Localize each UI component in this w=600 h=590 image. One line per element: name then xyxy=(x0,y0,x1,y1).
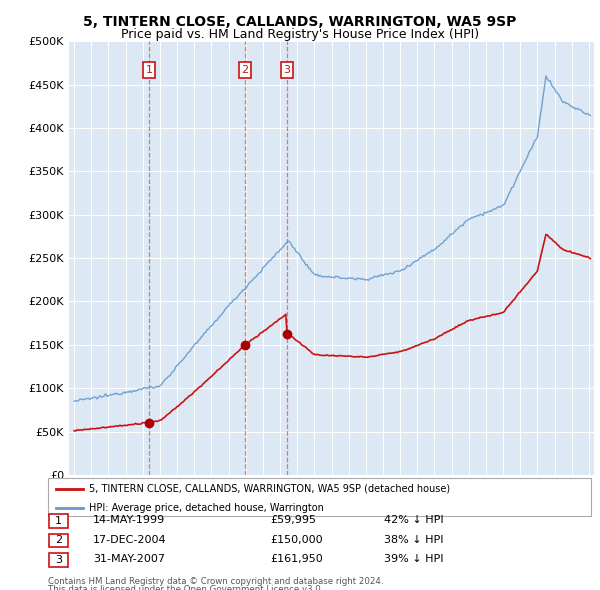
Text: £150,000: £150,000 xyxy=(270,535,323,545)
FancyBboxPatch shape xyxy=(49,514,68,528)
Text: 3: 3 xyxy=(284,65,290,75)
Text: 1: 1 xyxy=(146,65,152,75)
Text: 2: 2 xyxy=(241,65,248,75)
Text: 31-MAY-2007: 31-MAY-2007 xyxy=(93,555,165,564)
Text: £59,995: £59,995 xyxy=(270,516,316,525)
Text: This data is licensed under the Open Government Licence v3.0.: This data is licensed under the Open Gov… xyxy=(48,585,323,590)
Text: 38% ↓ HPI: 38% ↓ HPI xyxy=(384,535,443,545)
Text: £161,950: £161,950 xyxy=(270,555,323,564)
Text: 3: 3 xyxy=(55,555,62,565)
FancyBboxPatch shape xyxy=(49,533,68,548)
Text: 2: 2 xyxy=(55,536,62,545)
Text: 14-MAY-1999: 14-MAY-1999 xyxy=(93,516,165,525)
Text: 42% ↓ HPI: 42% ↓ HPI xyxy=(384,516,443,525)
Text: HPI: Average price, detached house, Warrington: HPI: Average price, detached house, Warr… xyxy=(89,503,323,513)
Text: 5, TINTERN CLOSE, CALLANDS, WARRINGTON, WA5 9SP (detached house): 5, TINTERN CLOSE, CALLANDS, WARRINGTON, … xyxy=(89,484,450,494)
Text: 17-DEC-2004: 17-DEC-2004 xyxy=(93,535,167,545)
Text: Price paid vs. HM Land Registry's House Price Index (HPI): Price paid vs. HM Land Registry's House … xyxy=(121,28,479,41)
Text: 5, TINTERN CLOSE, CALLANDS, WARRINGTON, WA5 9SP: 5, TINTERN CLOSE, CALLANDS, WARRINGTON, … xyxy=(83,15,517,29)
Text: 39% ↓ HPI: 39% ↓ HPI xyxy=(384,555,443,564)
FancyBboxPatch shape xyxy=(48,478,591,516)
Text: 1: 1 xyxy=(55,516,62,526)
FancyBboxPatch shape xyxy=(49,553,68,567)
Text: Contains HM Land Registry data © Crown copyright and database right 2024.: Contains HM Land Registry data © Crown c… xyxy=(48,577,383,586)
